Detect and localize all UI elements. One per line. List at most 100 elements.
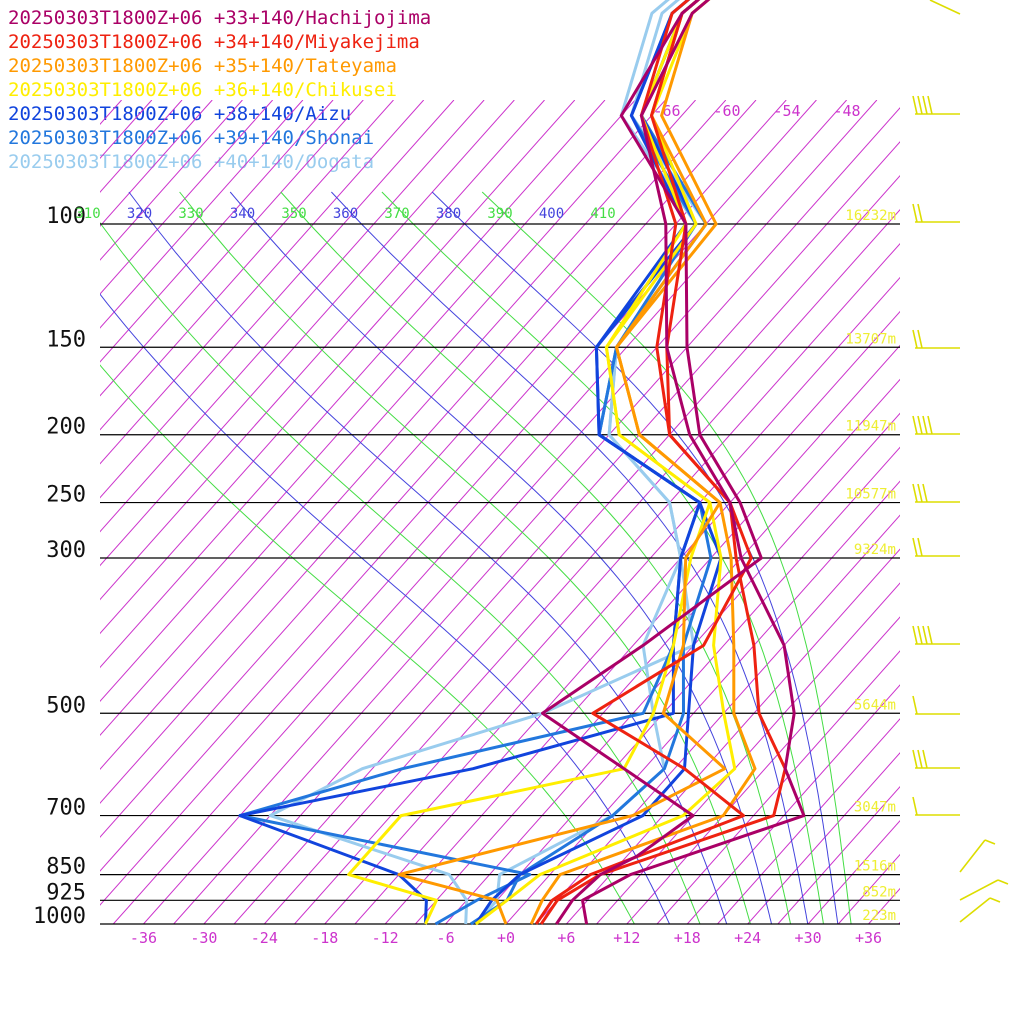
barb-flag	[997, 879, 1009, 885]
isotherm-line	[100, 100, 636, 703]
barb-flag	[927, 95, 933, 115]
legend-item: 20250303T1800Z+06 +38+140/Aizu	[8, 103, 352, 125]
pressure-label: 100	[46, 204, 86, 229]
x-tick-label: -18	[311, 929, 338, 947]
wind-barb	[912, 329, 960, 349]
x-tick-label: +24	[734, 929, 761, 947]
isotherm-line	[100, 100, 425, 465]
x-tick-label: -24	[251, 929, 278, 947]
barb-staff	[929, 0, 961, 15]
barb-flag	[917, 537, 923, 557]
theta-e-label: 350	[281, 206, 306, 222]
theta-e-curve	[100, 293, 671, 924]
height-label: 9324m	[854, 542, 896, 558]
legend: 20250303T1800Z+06 +33+140/Hachijojima 202…	[8, 6, 431, 174]
isotherm-line	[294, 242, 900, 924]
isotherm-line	[626, 616, 900, 924]
temperature-line	[474, 0, 737, 926]
isotherm-line	[100, 100, 364, 397]
isotherm-line	[100, 100, 576, 635]
pressure-label: 200	[46, 415, 86, 440]
isotherm-line	[324, 276, 900, 924]
barb-flag	[989, 897, 1001, 903]
wind-barb	[912, 415, 960, 435]
barb-flag	[984, 839, 996, 845]
barb-flag	[922, 749, 928, 769]
theta-e-label: 410	[590, 206, 615, 222]
temperature-line	[581, 0, 806, 925]
height-labels: 16232m 13707m 11947m 10577m 9324m 5644m 3047m 1…	[845, 208, 896, 924]
barb-flag	[927, 625, 933, 645]
pressure-lines	[100, 223, 900, 925]
height-label: 1516m	[854, 859, 896, 875]
isotherm-line	[100, 100, 757, 838]
barb-flag	[922, 625, 928, 645]
upper-temp-label: -48	[833, 102, 860, 120]
isotherm-line	[747, 752, 900, 924]
isotherm-line	[686, 684, 900, 924]
temperature-line	[469, 0, 713, 926]
x-tick-labels: -36 -30 -24 -18 -12 -6 +0 +6 +12 +18 +24 +30 +36	[130, 929, 882, 947]
pressure-label: 500	[46, 693, 86, 718]
isotherm-line	[233, 175, 900, 924]
barb-flag	[912, 796, 918, 816]
isotherm-line	[929, 100, 1024, 924]
pressure-label: 700	[46, 796, 86, 821]
isotherm-line	[0, 100, 31, 924]
wind-barb	[912, 537, 960, 557]
wind-barb	[959, 879, 1009, 901]
barb-flag	[927, 415, 933, 435]
isotherm-line	[898, 921, 900, 924]
upper-temp-label: -54	[773, 102, 800, 120]
x-tick-label: -6	[437, 929, 455, 947]
wind-barb	[929, 0, 961, 15]
legend-item: 20250303T1800Z+06 +33+140/Hachijojima	[8, 7, 432, 29]
isotherm-line	[384, 344, 900, 924]
barb-staff	[959, 897, 991, 923]
isotherm-lines	[0, 100, 1024, 924]
barb-flag	[912, 95, 918, 115]
isotherm-line	[100, 100, 817, 906]
isotherm-line	[717, 718, 900, 924]
x-tick-label: +36	[855, 929, 882, 947]
barb-flag	[917, 483, 923, 503]
wind-barb	[912, 625, 960, 645]
barb-flag	[912, 483, 918, 503]
barb-flag	[912, 695, 918, 715]
height-label: 852m	[862, 884, 896, 900]
isotherm-line	[143, 100, 878, 924]
wind-barbs	[912, 0, 1009, 923]
barb-flag	[912, 203, 918, 223]
legend-item: 20250303T1800Z+06 +36+140/Chikusei	[8, 79, 397, 101]
upper-temp-label: -60	[713, 102, 740, 120]
isotherm-line	[100, 100, 243, 261]
barb-flag	[922, 415, 928, 435]
isotherm-line	[173, 107, 900, 924]
wind-barb	[959, 839, 996, 873]
pressure-label: 300	[46, 538, 86, 563]
wind-barb	[912, 695, 960, 715]
barb-staff	[959, 839, 986, 873]
isotherm-line	[475, 446, 900, 924]
temperature-line	[474, 0, 723, 925]
theta-e-label: 380	[436, 206, 461, 222]
barb-flag	[917, 415, 923, 435]
x-tick-label: +6	[557, 929, 575, 947]
pressure-label: 925	[46, 880, 86, 905]
isotherm-line	[535, 514, 900, 924]
theta-e-label: 400	[539, 206, 564, 222]
height-label: 13707m	[845, 331, 896, 347]
upper-temp-label: -66	[653, 102, 680, 120]
barb-flag	[912, 749, 918, 769]
barb-flag	[912, 329, 918, 349]
x-tick-label: +30	[795, 929, 822, 947]
barb-flag	[912, 625, 918, 645]
x-tick-label: +18	[674, 929, 701, 947]
isotherm-line	[100, 100, 545, 601]
dewpoint-line	[541, 0, 763, 925]
isotherm-line	[445, 412, 900, 924]
sounding-profiles	[238, 0, 806, 926]
isotherm-line	[100, 100, 485, 533]
barb-staff	[959, 879, 999, 901]
